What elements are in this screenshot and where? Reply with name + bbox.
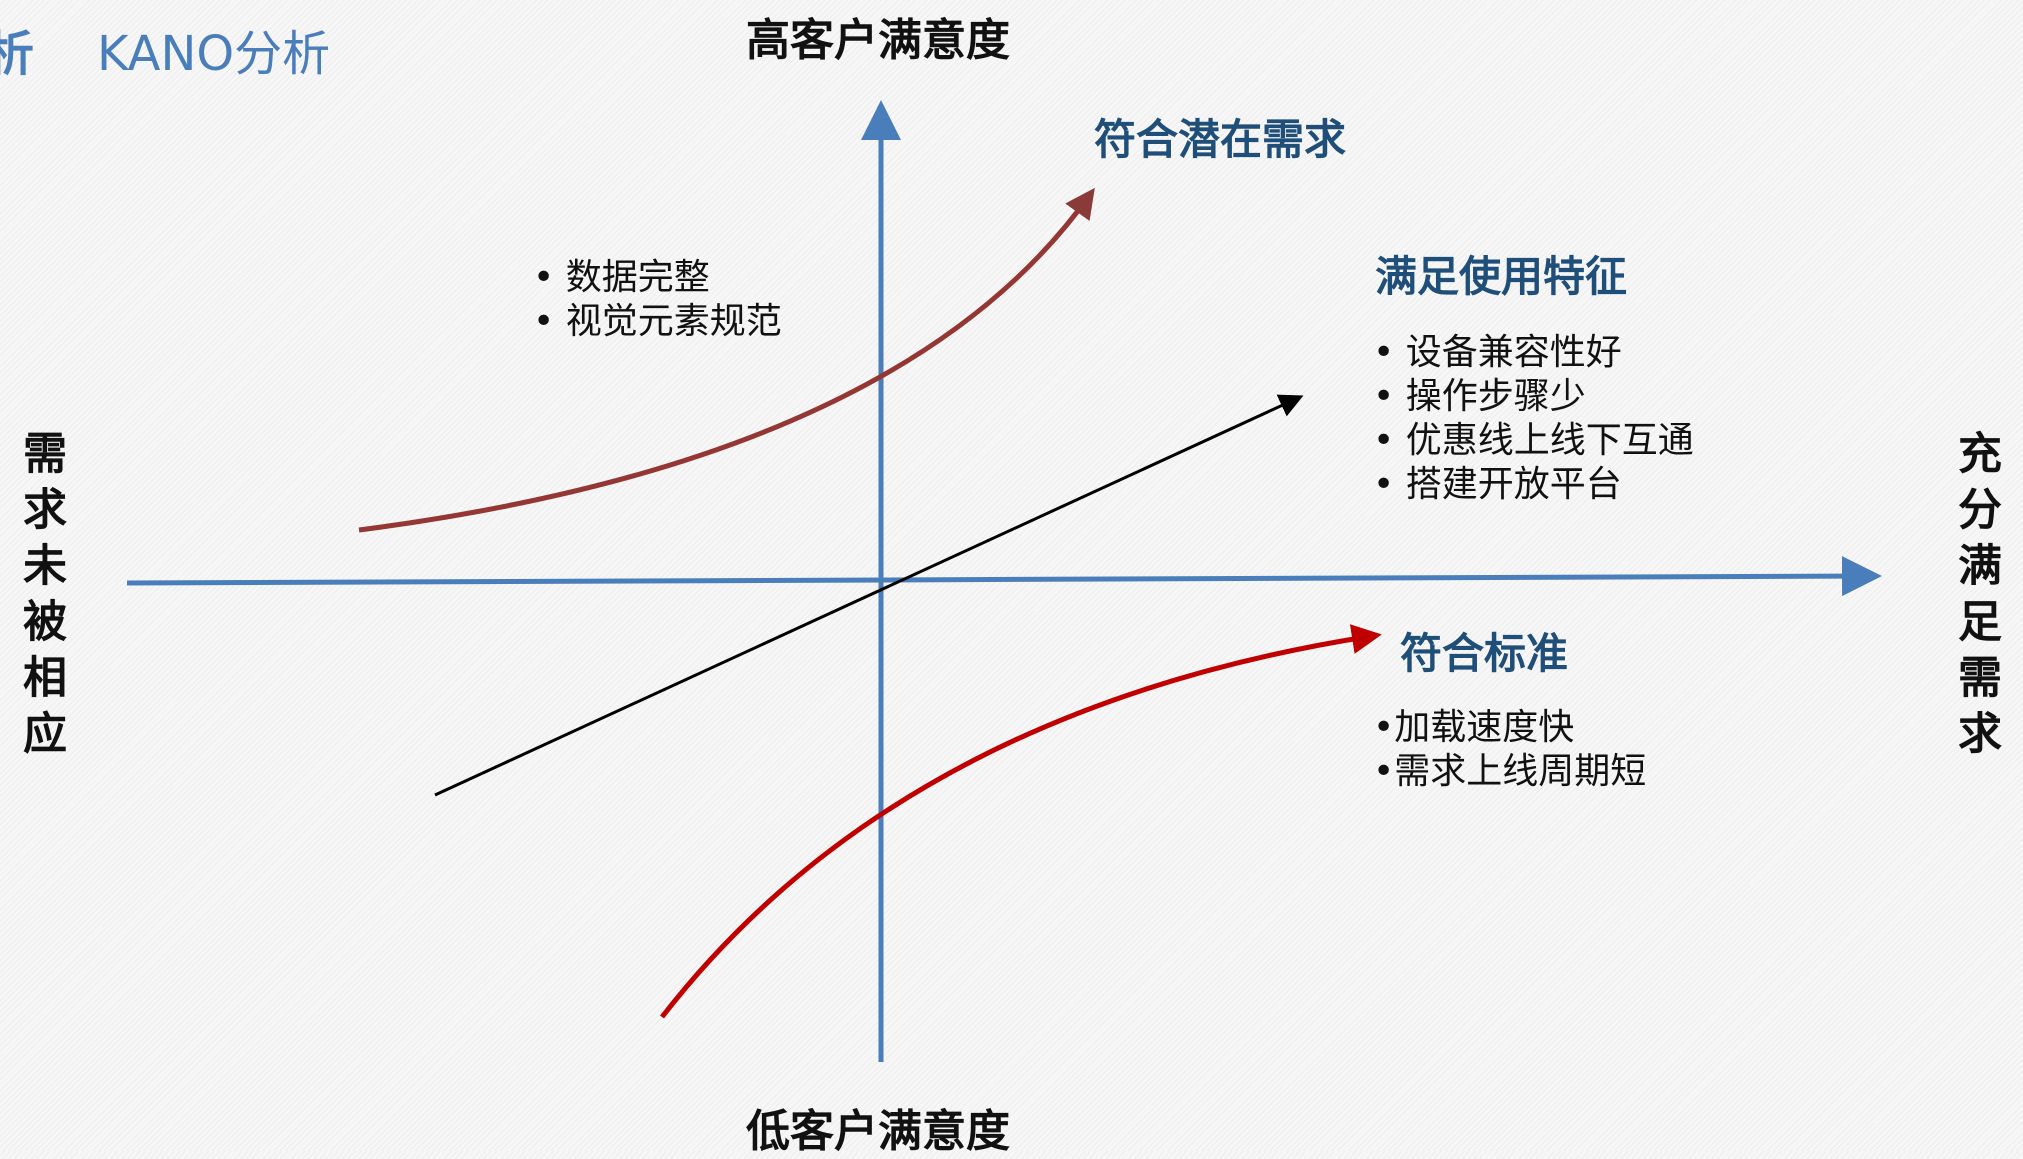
section-label: 析 <box>0 26 35 82</box>
group-label: 满足使用特征 <box>1375 252 1628 301</box>
attractive-curve <box>358 187 1095 533</box>
axis-bottom-label: 低客户满意度 <box>746 1106 1010 1157</box>
list-item: 数据完整 <box>533 256 782 300</box>
list-item: 搭建开放平台 <box>1373 463 1694 507</box>
performance-line <box>434 394 1304 797</box>
axis-left-label: 需求未被相应 <box>15 430 66 766</box>
list-item: 设备兼容性好 <box>1373 331 1694 375</box>
list-item: 加载速度快 <box>1373 706 1646 750</box>
must-be-curve <box>660 624 1382 1019</box>
group-label: 符合标准 <box>1400 629 1569 678</box>
item-list: 数据完整视觉元素规范 <box>533 256 782 344</box>
item-list: 设备兼容性好操作步骤少优惠线上线下互通搭建开放平台 <box>1373 331 1694 507</box>
axis-top-label: 高客户满意度 <box>746 15 1010 66</box>
item-list: 加载速度快需求上线周期短 <box>1373 706 1646 794</box>
page-title: KANO分析 <box>97 26 331 82</box>
list-item: 优惠线上线下互通 <box>1373 419 1694 463</box>
x-axis <box>126 556 1882 597</box>
list-item: 视觉元素规范 <box>533 300 782 344</box>
list-item: 需求上线周期短 <box>1373 750 1646 794</box>
axis-right-label: 充分满足需求 <box>1950 430 2001 766</box>
group-label: 符合潜在需求 <box>1094 115 1347 164</box>
list-item: 操作步骤少 <box>1373 375 1694 419</box>
